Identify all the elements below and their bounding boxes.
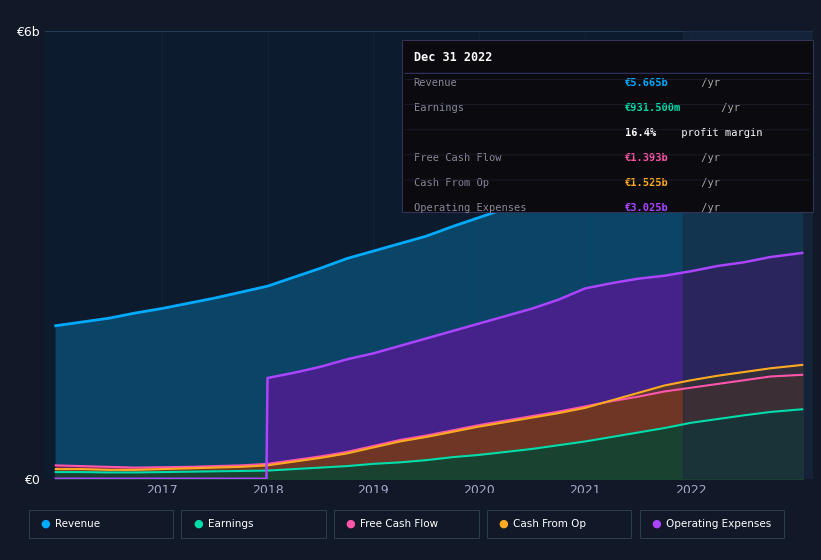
Text: €1.393b: €1.393b: [625, 153, 668, 163]
Text: €3.025b: €3.025b: [625, 203, 668, 213]
Text: /yr: /yr: [695, 203, 719, 213]
Text: profit margin: profit margin: [675, 128, 762, 138]
Text: ●: ●: [498, 519, 508, 529]
Text: Free Cash Flow: Free Cash Flow: [414, 153, 501, 163]
Text: Earnings: Earnings: [208, 519, 253, 529]
Text: Free Cash Flow: Free Cash Flow: [360, 519, 438, 529]
Text: €1.525b: €1.525b: [625, 178, 668, 188]
Text: Operating Expenses: Operating Expenses: [666, 519, 771, 529]
Text: /yr: /yr: [695, 78, 719, 88]
Text: /yr: /yr: [695, 178, 719, 188]
Text: Dec 31 2022: Dec 31 2022: [414, 51, 492, 64]
FancyBboxPatch shape: [402, 40, 813, 212]
Text: Revenue: Revenue: [414, 78, 457, 88]
Text: ●: ●: [40, 519, 50, 529]
Text: Cash From Op: Cash From Op: [414, 178, 488, 188]
Text: ●: ●: [651, 519, 661, 529]
Text: /yr: /yr: [695, 153, 719, 163]
Text: €931.500m: €931.500m: [625, 103, 681, 113]
Text: Revenue: Revenue: [55, 519, 100, 529]
Text: €5.665b: €5.665b: [625, 78, 668, 88]
Text: Operating Expenses: Operating Expenses: [414, 203, 526, 213]
Text: /yr: /yr: [714, 103, 740, 113]
Text: Earnings: Earnings: [414, 103, 464, 113]
Text: 16.4%: 16.4%: [625, 128, 656, 138]
Text: ●: ●: [193, 519, 203, 529]
Text: Cash From Op: Cash From Op: [513, 519, 586, 529]
Bar: [682, 31, 813, 479]
Text: ●: ●: [346, 519, 355, 529]
